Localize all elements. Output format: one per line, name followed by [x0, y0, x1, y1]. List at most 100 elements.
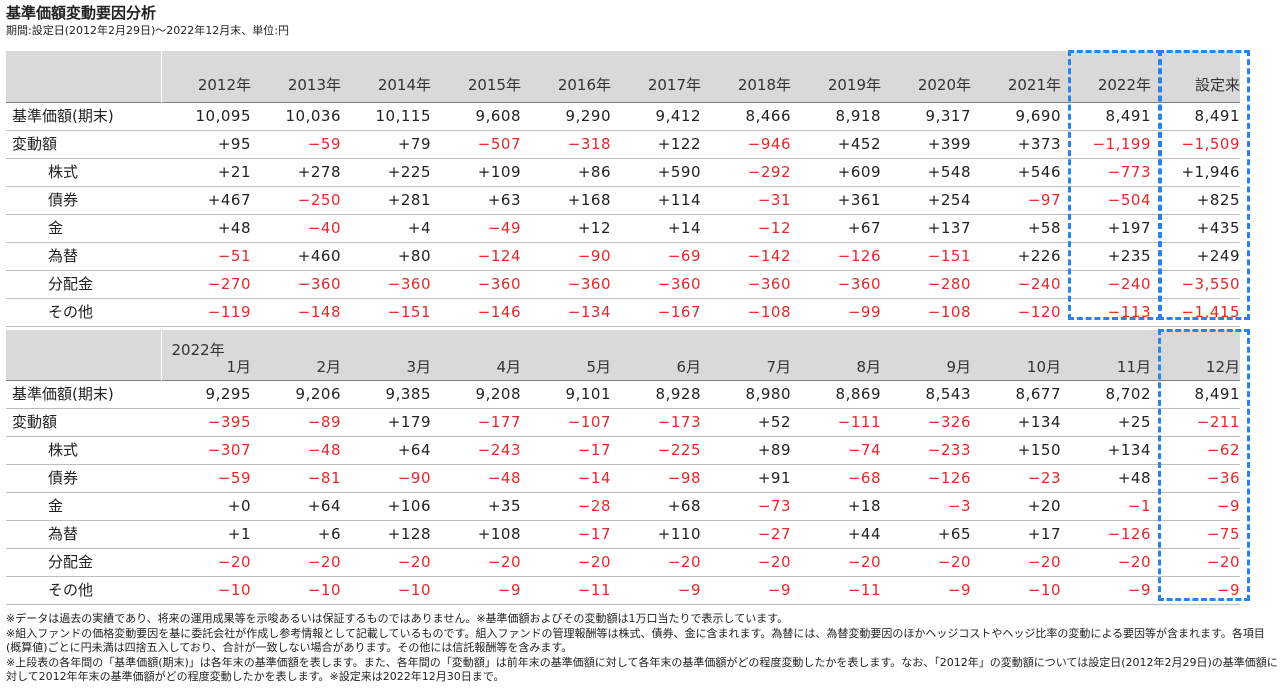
table-cell: −12 — [701, 214, 791, 243]
table-cell: −20 — [431, 548, 521, 577]
table-cell: +35 — [431, 492, 521, 521]
footnotes: ※データは過去の実績であり、将来の運用成果等を示唆あるいは保証するものではありま… — [6, 612, 1278, 685]
table-cell: +21 — [161, 158, 251, 187]
monthly-col-header: 2022年 1月 — [161, 330, 251, 380]
table-cell: +281 — [341, 186, 431, 215]
table-cell: +609 — [791, 158, 881, 187]
table-cell: +150 — [971, 436, 1061, 465]
table-cell: +89 — [701, 436, 791, 465]
table-cell: +235 — [1061, 242, 1151, 271]
table-cell: −20 — [611, 548, 701, 577]
table-cell: +1,946 — [1151, 158, 1240, 187]
table-cell: 9,317 — [881, 101, 971, 131]
table-cell: +64 — [251, 492, 341, 521]
row-label: 株式 — [6, 158, 161, 187]
page-title: 基準価額変動要因分析 — [6, 4, 157, 22]
table-cell: −27 — [701, 520, 791, 549]
table-cell: +168 — [521, 186, 611, 215]
table-cell: −9 — [701, 576, 791, 605]
row-label: 金 — [6, 214, 161, 243]
table-cell: −17 — [521, 520, 611, 549]
table-cell: +110 — [611, 520, 701, 549]
monthly-header-row: 2022年 1月 2月 3月 4月 5月 6月 7月 8月 9月 10月 11月 … — [6, 330, 1240, 380]
monthly-col-header: 10月 — [971, 330, 1061, 380]
table-cell: −111 — [791, 408, 881, 437]
table-cell: +0 — [161, 492, 251, 521]
table-cell: −280 — [881, 270, 971, 299]
table-cell: 9,295 — [161, 379, 251, 409]
table-cell: −20 — [341, 548, 431, 577]
table-cell: 10,036 — [251, 101, 341, 131]
table-cell: −10 — [251, 576, 341, 605]
table-cell: −90 — [521, 242, 611, 271]
table-cell: −48 — [431, 464, 521, 493]
annual-table: 2012年 2013年 2014年 2015年 2016年 2017年 2018… — [6, 51, 1240, 327]
table-cell: −48 — [251, 436, 341, 465]
table-cell: −14 — [521, 464, 611, 493]
table-row: 変動額 −395 −89 +179 −177 −107 −173 +52 −111 −326 +13… — [6, 408, 1240, 437]
table-cell: −119 — [161, 298, 251, 327]
monthly-header-corner — [6, 330, 162, 380]
table-row: その他 −10 −10 −10 −9 −11 −9 −9 −11 −9 −10 −9 −9 — [6, 576, 1240, 605]
table-cell: −113 — [1061, 298, 1151, 327]
row-label: その他 — [6, 576, 161, 605]
monthly-col-header: 4月 — [431, 330, 521, 380]
table-cell: −946 — [701, 130, 791, 159]
table-cell: +128 — [341, 520, 431, 549]
table-cell: −151 — [881, 242, 971, 271]
table-cell: +64 — [341, 436, 431, 465]
monthly-col-header: 12月 — [1151, 330, 1240, 380]
table-cell: 9,290 — [521, 101, 611, 131]
monthly-col-header: 2月 — [251, 330, 341, 380]
table-cell: −20 — [881, 548, 971, 577]
table-cell: −23 — [971, 464, 1061, 493]
table-cell: −9 — [431, 576, 521, 605]
table-cell: −9 — [1151, 576, 1240, 605]
table-cell: +63 — [431, 186, 521, 215]
table-cell: −81 — [251, 464, 341, 493]
table-cell: −20 — [1061, 548, 1151, 577]
table-row: 変動額 +95 −59 +79 −507 −318 +122 −946 +452 +399 +373… — [6, 130, 1240, 159]
table-cell: +226 — [971, 242, 1061, 271]
table-cell: −126 — [881, 464, 971, 493]
table-cell: −1 — [1061, 492, 1151, 521]
row-label: その他 — [6, 298, 161, 327]
table-cell: +399 — [881, 130, 971, 159]
table-cell: −240 — [1061, 270, 1151, 299]
annual-col-header: 設定来 — [1151, 51, 1240, 102]
table-cell: −173 — [611, 408, 701, 437]
annual-col-header: 2018年 — [701, 51, 791, 102]
monthly-col-header: 3月 — [341, 330, 431, 380]
table-cell: +197 — [1061, 214, 1151, 243]
table-cell: −89 — [251, 408, 341, 437]
table-cell: 9,608 — [431, 101, 521, 131]
table-cell: −307 — [161, 436, 251, 465]
table-cell: +6 — [251, 520, 341, 549]
table-cell: −360 — [431, 270, 521, 299]
table-cell: +91 — [701, 464, 791, 493]
table-cell: −59 — [161, 464, 251, 493]
table-cell: +48 — [1061, 464, 1151, 493]
table-cell: 9,208 — [431, 379, 521, 409]
table-cell: −20 — [701, 548, 791, 577]
annual-col-header: 2020年 — [881, 51, 971, 102]
table-cell: −107 — [521, 408, 611, 437]
table-cell: 8,980 — [701, 379, 791, 409]
row-label: 債券 — [6, 186, 161, 215]
table-cell: −1,415 — [1151, 298, 1240, 327]
table-cell: +67 — [791, 214, 881, 243]
footnote: ※データは過去の実績であり、将来の運用成果等を示唆あるいは保証するものではありま… — [6, 612, 789, 625]
table-cell: −507 — [431, 130, 521, 159]
table-cell: −250 — [251, 186, 341, 215]
table-cell: +225 — [341, 158, 431, 187]
table-cell: +80 — [341, 242, 431, 271]
table-cell: −9 — [611, 576, 701, 605]
annual-col-header: 2013年 — [251, 51, 341, 102]
table-cell: −10 — [971, 576, 1061, 605]
table-cell: 9,385 — [341, 379, 431, 409]
table-cell: −20 — [521, 548, 611, 577]
table-cell: −3 — [881, 492, 971, 521]
row-label: 為替 — [6, 242, 161, 271]
annual-header-row: 2012年 2013年 2014年 2015年 2016年 2017年 2018… — [6, 51, 1240, 102]
table-cell: −10 — [161, 576, 251, 605]
